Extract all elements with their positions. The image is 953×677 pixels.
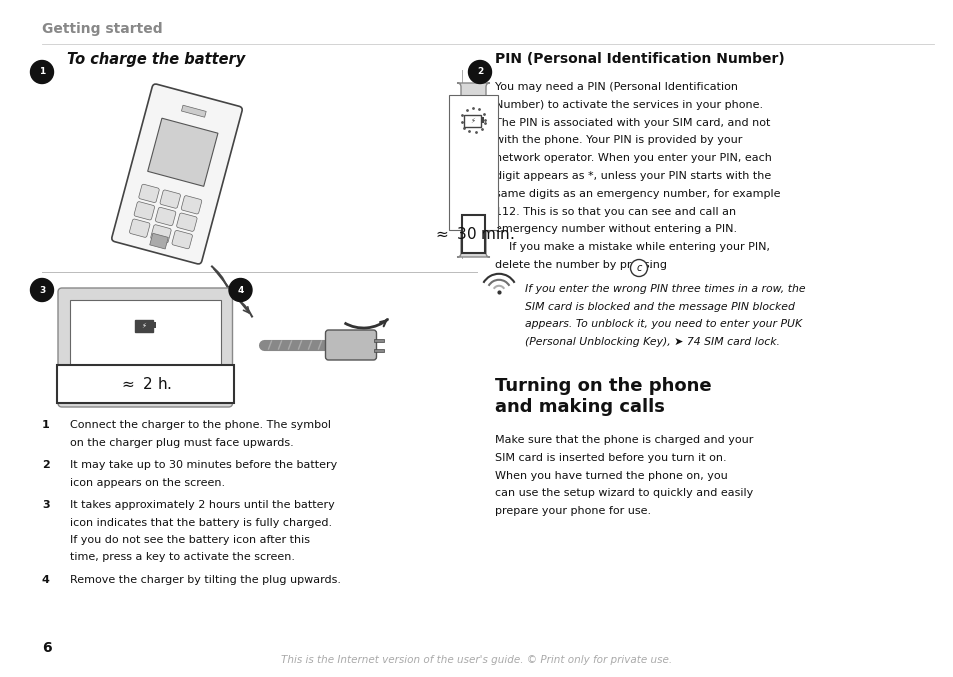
Text: If you enter the wrong PIN three times in a row, the: If you enter the wrong PIN three times i…	[524, 284, 804, 294]
Text: time, press a key to activate the screen.: time, press a key to activate the screen…	[70, 552, 294, 563]
FancyBboxPatch shape	[112, 84, 242, 264]
Text: icon appears on the screen.: icon appears on the screen.	[70, 477, 225, 487]
Text: To charge the battery: To charge the battery	[67, 52, 245, 67]
Text: It takes approximately 2 hours until the battery: It takes approximately 2 hours until the…	[70, 500, 335, 510]
FancyBboxPatch shape	[134, 202, 154, 220]
Text: PIN (Personal Identification Number): PIN (Personal Identification Number)	[495, 52, 784, 66]
Text: prepare your phone for use.: prepare your phone for use.	[495, 506, 651, 516]
Bar	[148, 118, 217, 186]
Circle shape	[30, 278, 53, 301]
Text: You may need a PIN (Personal Identification: You may need a PIN (Personal Identificat…	[495, 82, 738, 92]
Bar	[150, 234, 168, 249]
Text: When you have turned the phone on, you: When you have turned the phone on, you	[495, 471, 727, 481]
Text: $\approx$ 2 h.: $\approx$ 2 h.	[118, 376, 172, 392]
Text: 2: 2	[42, 460, 50, 470]
Text: ⚡: ⚡	[142, 323, 147, 329]
Text: Remove the charger by tilting the plug upwards.: Remove the charger by tilting the plug u…	[70, 575, 340, 585]
FancyBboxPatch shape	[57, 365, 233, 403]
Text: SIM card is blocked and the message PIN blocked: SIM card is blocked and the message PIN …	[524, 301, 794, 311]
Text: with the phone. Your PIN is provided by your: with the phone. Your PIN is provided by …	[495, 135, 741, 146]
FancyBboxPatch shape	[138, 184, 159, 202]
Text: 4: 4	[42, 575, 50, 585]
Text: 3: 3	[42, 500, 50, 510]
Text: This is the Internet version of the user's guide. © Print only for private use.: This is the Internet version of the user…	[281, 655, 672, 665]
Text: 1: 1	[39, 68, 45, 77]
FancyBboxPatch shape	[449, 95, 497, 230]
Text: digit appears as *, unless your PIN starts with the: digit appears as *, unless your PIN star…	[495, 171, 770, 181]
Text: (Personal Unblocking Key), ➤ 74 SIM card lock.: (Personal Unblocking Key), ➤ 74 SIM card…	[524, 337, 780, 347]
Text: 2: 2	[476, 68, 482, 77]
Text: delete the number by pressing: delete the number by pressing	[495, 260, 670, 270]
FancyBboxPatch shape	[160, 190, 180, 209]
Text: It may take up to 30 minutes before the battery: It may take up to 30 minutes before the …	[70, 460, 337, 470]
FancyBboxPatch shape	[463, 115, 481, 127]
FancyBboxPatch shape	[130, 219, 150, 238]
Circle shape	[229, 278, 252, 301]
Bar	[374, 338, 383, 341]
Text: 112. This is so that you can see and call an: 112. This is so that you can see and cal…	[495, 206, 736, 217]
Text: network operator. When you enter your PIN, each: network operator. When you enter your PI…	[495, 153, 771, 163]
Circle shape	[468, 60, 491, 83]
Text: SIM card is inserted before you turn it on.: SIM card is inserted before you turn it …	[495, 453, 726, 463]
Text: Number) to activate the services in your phone.: Number) to activate the services in your…	[495, 100, 762, 110]
Text: same digits as an emergency number, for example: same digits as an emergency number, for …	[495, 189, 780, 199]
Text: Getting started: Getting started	[42, 22, 162, 36]
FancyBboxPatch shape	[151, 225, 171, 243]
Text: Make sure that the phone is charged and your: Make sure that the phone is charged and …	[495, 435, 753, 445]
Text: can use the setup wizard to quickly and easily: can use the setup wizard to quickly and …	[495, 488, 753, 498]
Text: Connect the charger to the phone. The symbol: Connect the charger to the phone. The sy…	[70, 420, 331, 430]
FancyBboxPatch shape	[155, 207, 175, 225]
FancyBboxPatch shape	[135, 320, 153, 332]
Text: ⚡: ⚡	[470, 118, 475, 124]
Bar	[374, 349, 383, 351]
Text: on the charger plug must face upwards.: on the charger plug must face upwards.	[70, 437, 294, 447]
Circle shape	[630, 259, 647, 276]
FancyBboxPatch shape	[181, 196, 201, 214]
Text: If you make a mistake while entering your PIN,: If you make a mistake while entering you…	[495, 242, 769, 253]
Bar	[153, 322, 156, 328]
Text: icon indicates that the battery is fully charged.: icon indicates that the battery is fully…	[70, 517, 332, 527]
FancyBboxPatch shape	[176, 213, 197, 232]
FancyBboxPatch shape	[461, 215, 484, 253]
Text: .: .	[648, 260, 652, 270]
Text: Turning on the phone
and making calls: Turning on the phone and making calls	[495, 377, 711, 416]
Text: $\approx$ 30 min.: $\approx$ 30 min.	[432, 226, 514, 242]
FancyBboxPatch shape	[172, 230, 193, 248]
Text: 3: 3	[39, 286, 45, 294]
Text: 1: 1	[42, 420, 50, 430]
FancyBboxPatch shape	[58, 288, 233, 407]
Bar	[481, 117, 484, 123]
Text: 6: 6	[42, 641, 51, 655]
Text: c: c	[636, 263, 641, 273]
Text: If you do not see the battery icon after this: If you do not see the battery icon after…	[70, 535, 310, 545]
Bar	[181, 105, 206, 117]
FancyBboxPatch shape	[70, 300, 220, 380]
FancyBboxPatch shape	[456, 83, 490, 257]
Circle shape	[30, 60, 53, 83]
Text: emergency number without entering a PIN.: emergency number without entering a PIN.	[495, 224, 737, 234]
Text: 4: 4	[237, 286, 243, 294]
FancyBboxPatch shape	[325, 330, 376, 360]
Text: appears. To unblock it, you need to enter your PUK: appears. To unblock it, you need to ente…	[524, 320, 801, 330]
Text: The PIN is associated with your SIM card, and not: The PIN is associated with your SIM card…	[495, 118, 770, 127]
